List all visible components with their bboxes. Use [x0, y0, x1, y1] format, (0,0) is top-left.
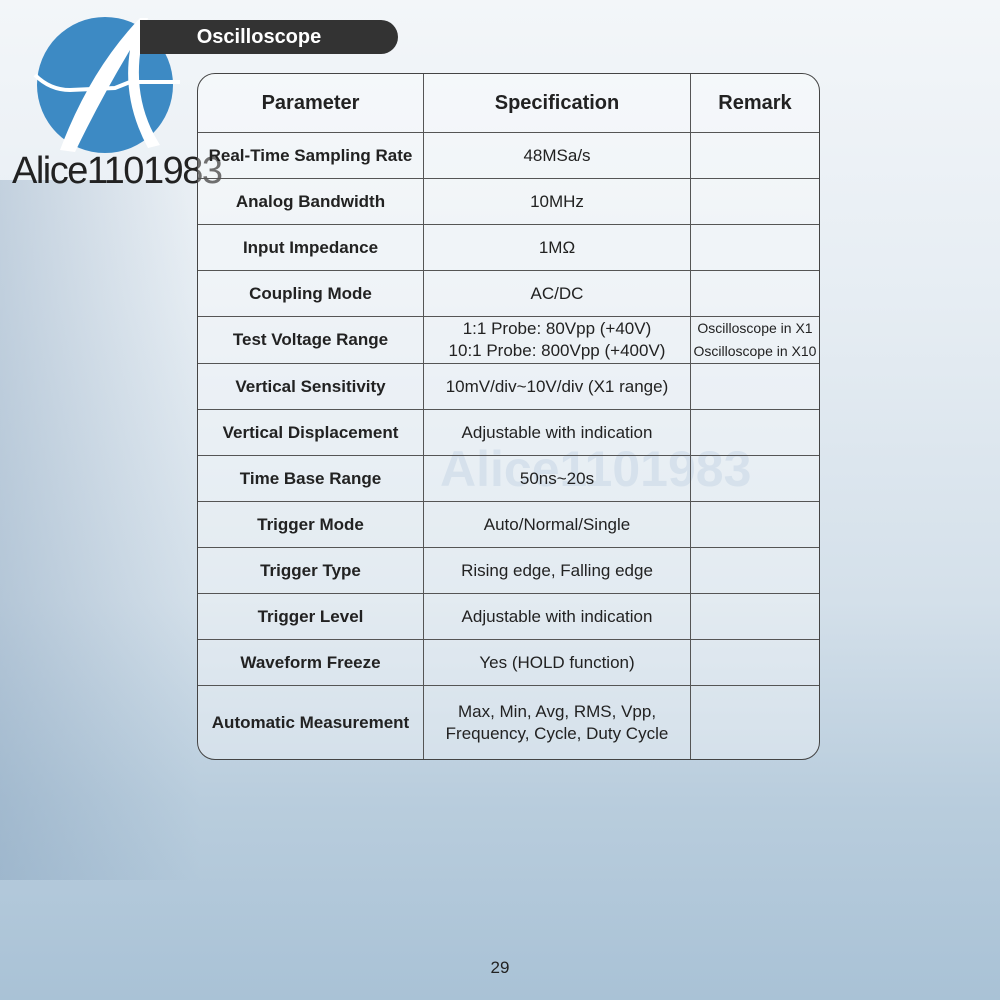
remark-cell	[691, 271, 819, 317]
table-row: Coupling Mode AC/DC	[198, 271, 819, 317]
remark-cell	[691, 640, 819, 686]
table-row: Vertical Displacement Adjustable with ind…	[198, 410, 819, 456]
spec-table: Parameter Specification Remark Real-Time…	[197, 73, 820, 760]
section-title: Oscilloscope	[140, 20, 398, 54]
spec-cell: Yes (HOLD function)	[424, 640, 691, 686]
remark-cell-line: Oscilloscope in X10	[693, 343, 817, 359]
spec-cell: Rising edge, Falling edge	[424, 548, 691, 594]
spec-cell: 1MΩ	[424, 225, 691, 271]
remark-cell	[691, 410, 819, 456]
table-row: Waveform Freeze Yes (HOLD function)	[198, 640, 819, 686]
spec-cell-line: 1MΩ	[538, 237, 576, 257]
spec-cell-line: 50ns~20s	[519, 468, 595, 488]
header-parameter: Parameter	[198, 74, 424, 133]
remark-cell	[691, 456, 819, 502]
remark-cell	[691, 364, 819, 410]
spec-cell-line: 10:1 Probe: 800Vpp (+400V)	[448, 341, 666, 360]
parameter-cell: Automatic Measurement	[198, 686, 424, 759]
spec-cell-line: Adjustable with indication	[461, 422, 653, 442]
parameter-cell: Trigger Level	[198, 594, 424, 640]
parameter-cell: Trigger Mode	[198, 502, 424, 548]
spec-cell: 50ns~20s	[424, 456, 691, 502]
spec-cell-line: Frequency, Cycle, Duty Cycle	[445, 723, 669, 743]
table-row: Real-Time Sampling Rate 48MSa/s	[198, 133, 819, 179]
table-row: Trigger Type Rising edge, Falling edge	[198, 548, 819, 594]
parameter-cell: Time Base Range	[198, 456, 424, 502]
brand-logo-icon	[33, 17, 180, 153]
spec-cell: Auto/Normal/Single	[424, 502, 691, 548]
parameter-cell: Analog Bandwidth	[198, 179, 424, 225]
table-row: Vertical Sensitivity 10mV/div~10V/div (X1…	[198, 364, 819, 410]
spec-cell-line: Yes (HOLD function)	[479, 652, 635, 672]
spec-cell: 10MHz	[424, 179, 691, 225]
spec-cell: 1:1 Probe: 80Vpp (+40V) 10:1 Probe: 800Vp…	[424, 317, 691, 364]
spec-cell: 10mV/div~10V/div (X1 range)	[424, 364, 691, 410]
spec-cell-line: AC/DC	[530, 283, 584, 303]
brand-name: Alice1101983	[12, 150, 223, 192]
watermark: Alice1101983	[440, 441, 752, 497]
remark-cell	[691, 179, 819, 225]
remark-cell	[691, 594, 819, 640]
remark-cell	[691, 686, 819, 759]
spec-cell-line: Adjustable with indication	[461, 606, 653, 626]
spec-cell-line: Rising edge, Falling edge	[461, 560, 653, 580]
table-row: Time Base Range 50ns~20s	[198, 456, 819, 502]
header-remark: Remark	[691, 74, 819, 133]
spec-cell: AC/DC	[424, 271, 691, 317]
remark-cell	[691, 133, 819, 179]
spec-cell-line: Max, Min, Avg, RMS, Vpp,	[457, 701, 657, 721]
page-number: 29	[490, 958, 510, 977]
remark-cell	[691, 548, 819, 594]
table-row: Input Impedance 1MΩ	[198, 225, 819, 271]
parameter-cell: Real-Time Sampling Rate	[198, 133, 424, 179]
spec-cell-line: 10MHz	[530, 191, 584, 211]
spec-cell-line: 1:1 Probe: 80Vpp (+40V)	[462, 319, 652, 338]
spec-cell-line: Auto/Normal/Single	[483, 514, 631, 534]
remark-cell: Oscilloscope in X1 Oscilloscope in X10	[691, 317, 819, 364]
spec-cell: Adjustable with indication	[424, 594, 691, 640]
table-row: Trigger Level Adjustable with indication	[198, 594, 819, 640]
table-row: Trigger Mode Auto/Normal/Single	[198, 502, 819, 548]
spec-cell-line: 48MSa/s	[523, 145, 591, 165]
header-specification: Specification	[424, 74, 691, 133]
remark-cell	[691, 225, 819, 271]
parameter-cell: Test Voltage Range	[198, 317, 424, 364]
background-decoration	[0, 180, 200, 880]
parameter-cell: Vertical Displacement	[198, 410, 424, 456]
parameter-cell: Waveform Freeze	[198, 640, 424, 686]
parameter-cell: Vertical Sensitivity	[198, 364, 424, 410]
parameter-cell: Trigger Type	[198, 548, 424, 594]
spec-cell: Max, Min, Avg, RMS, Vpp, Frequency, Cycle…	[424, 686, 691, 759]
table-row: Test Voltage Range 1:1 Probe: 80Vpp (+40V…	[198, 317, 819, 364]
remark-cell-line: Oscilloscope in X1	[697, 320, 813, 336]
parameter-cell: Input Impedance	[198, 225, 424, 271]
table-row: Automatic Measurement Max, Min, Avg, RMS,…	[198, 686, 819, 759]
table-row: Analog Bandwidth 10MHz	[198, 179, 819, 225]
parameter-cell: Coupling Mode	[198, 271, 424, 317]
remark-cell	[691, 502, 819, 548]
spec-cell: Adjustable with indication	[424, 410, 691, 456]
spec-cell: 48MSa/s	[424, 133, 691, 179]
spec-cell-line: 10mV/div~10V/div (X1 range)	[445, 376, 669, 396]
